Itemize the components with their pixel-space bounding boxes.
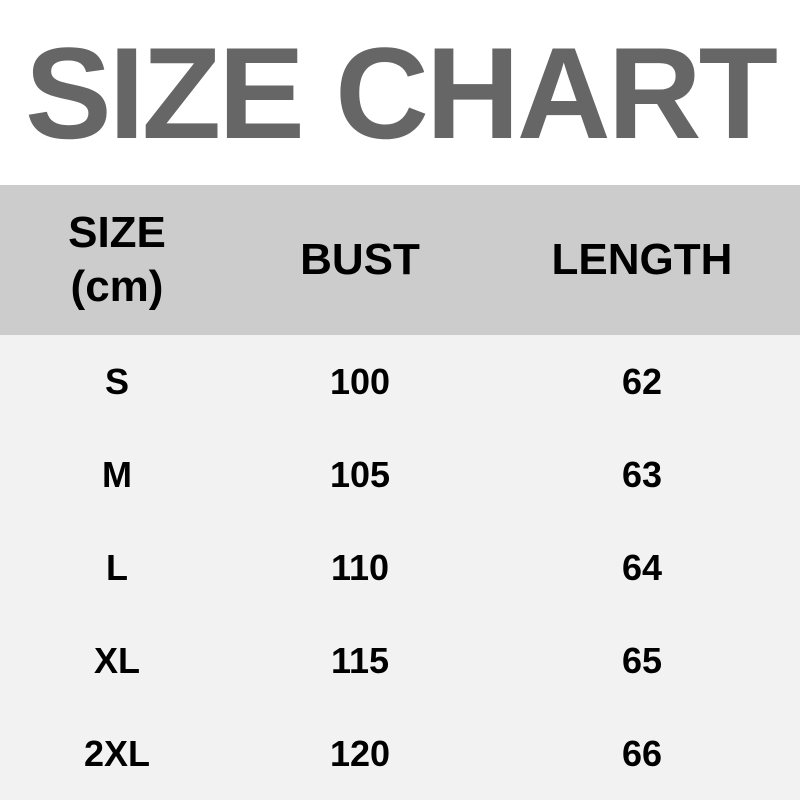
size-cell: XL: [93, 640, 141, 681]
size-cell: 2XL: [83, 733, 151, 774]
bust-cell: 105: [329, 454, 391, 495]
length-cell: 65: [621, 640, 663, 681]
table-header: SIZE (cm) BUST LENGTH: [0, 185, 800, 335]
bust-cell: 110: [330, 547, 390, 588]
bust-cell: 120: [329, 733, 391, 774]
table-body: S 100 62 M 105 63 L 110 64 XL 115 65 2XL 120 66: [0, 335, 800, 800]
header-bust: BUST: [300, 235, 420, 284]
header-size-label: SIZE: [68, 208, 166, 257]
header-size: SIZE (cm): [68, 206, 166, 314]
size-cell: S: [104, 361, 130, 402]
size-cell: M: [102, 454, 132, 495]
bust-cell: 115: [330, 640, 390, 681]
page-title: SIZE CHART: [25, 20, 778, 166]
length-cell: 66: [621, 733, 663, 774]
size-cell: L: [106, 547, 128, 588]
header-length: LENGTH: [551, 235, 733, 284]
length-cell: 62: [621, 361, 663, 402]
length-cell: 64: [621, 547, 663, 588]
length-cell: 63: [621, 454, 663, 495]
bust-cell: 100: [329, 361, 391, 402]
header-unit-label: (cm): [70, 262, 164, 311]
